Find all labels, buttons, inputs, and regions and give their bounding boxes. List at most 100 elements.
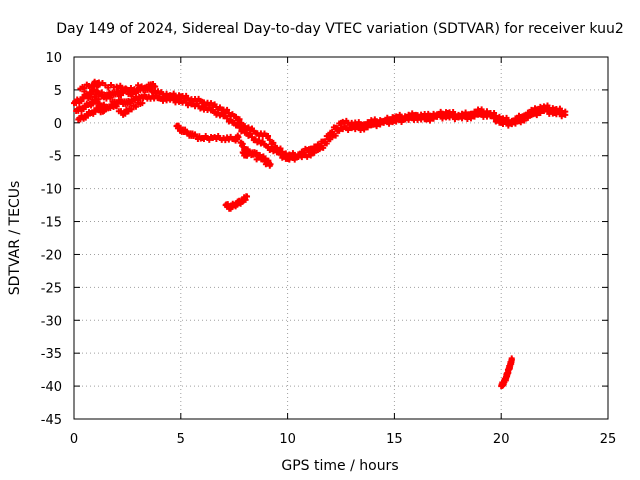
- data-point: [135, 82, 142, 89]
- data-point: [277, 145, 284, 152]
- data-point: [524, 114, 531, 121]
- y-tick-label: 5: [54, 84, 62, 99]
- data-point: [132, 103, 139, 110]
- data-point: [332, 132, 339, 139]
- data-point: [252, 136, 259, 143]
- data-point: [122, 110, 129, 117]
- data-point: [427, 117, 433, 124]
- chart-title: Day 149 of 2024, Sidereal Day-to-day VTE…: [56, 21, 624, 37]
- x-tick-label: 15: [386, 432, 403, 447]
- y-tick-label: -40: [41, 380, 62, 395]
- data-point: [327, 136, 334, 143]
- data-point: [244, 193, 251, 200]
- y-tick-label: -45: [41, 413, 62, 428]
- data-point: [277, 151, 284, 158]
- data-point: [245, 124, 252, 131]
- data-point: [140, 85, 147, 92]
- data-point: [107, 94, 114, 101]
- data-point: [533, 112, 540, 119]
- data-point: [222, 112, 229, 119]
- data-point: [249, 134, 255, 141]
- data-point: [259, 138, 266, 145]
- data-point: [386, 120, 393, 127]
- y-tick-label: -5: [49, 150, 62, 165]
- series-fragment-low: [222, 193, 251, 212]
- data-point: [377, 121, 384, 128]
- data-point: [117, 87, 124, 94]
- data-point: [268, 145, 275, 152]
- data-point: [521, 117, 528, 124]
- data-point: [266, 136, 273, 143]
- series-branch-dip: [173, 122, 242, 144]
- data-point: [236, 116, 243, 123]
- y-tick-label: -20: [41, 248, 62, 263]
- data-point: [113, 103, 120, 110]
- data-point: [224, 106, 231, 113]
- data-point: [243, 129, 250, 136]
- y-tick-label: -35: [41, 347, 62, 362]
- data-point: [81, 85, 88, 92]
- y-tick-label: -10: [41, 183, 62, 198]
- data-point: [241, 123, 248, 130]
- data-point: [291, 156, 298, 163]
- y-tick-label: 0: [54, 117, 62, 132]
- y-tick-label: -25: [41, 281, 62, 296]
- data-point: [244, 152, 251, 159]
- data-point: [83, 93, 90, 100]
- data-point: [235, 134, 242, 141]
- data-point: [256, 137, 263, 144]
- data-point: [127, 85, 134, 92]
- data-point: [286, 156, 293, 163]
- data-point: [471, 113, 478, 120]
- data-point: [439, 115, 446, 122]
- data-point: [512, 120, 519, 127]
- data-point: [489, 112, 496, 119]
- plot-frame: [73, 56, 609, 420]
- x-tick-label: 5: [177, 432, 185, 447]
- data-point: [111, 98, 118, 105]
- data-point: [320, 144, 327, 151]
- data-point: [298, 154, 305, 161]
- data-point: [247, 131, 254, 138]
- y-tick-label: 10: [45, 51, 62, 66]
- series-main-trace-lower: [73, 92, 569, 163]
- data-point: [430, 115, 437, 122]
- data-point: [95, 89, 102, 96]
- data-point: [95, 96, 102, 103]
- data-point: [307, 152, 314, 159]
- x-tick-label: 25: [600, 432, 617, 447]
- data-point: [100, 107, 107, 114]
- data-point: [96, 105, 103, 112]
- x-tick-label: 10: [279, 432, 296, 447]
- data-point: [265, 143, 272, 150]
- data-point: [491, 115, 498, 122]
- data-point: [373, 123, 380, 130]
- data-point: [232, 113, 239, 120]
- data-point: [459, 115, 466, 122]
- data-point: [272, 146, 279, 153]
- data-point: [236, 124, 243, 131]
- y-tick-label: -30: [41, 314, 62, 329]
- data-point: [311, 149, 318, 156]
- x-tick-label: 20: [493, 432, 510, 447]
- data-point: [87, 91, 94, 98]
- data-point: [398, 118, 405, 125]
- data-point: [262, 161, 269, 168]
- data-point: [265, 132, 272, 139]
- data-point: [467, 115, 474, 122]
- data-point: [364, 124, 371, 131]
- data-point: [124, 86, 131, 93]
- series-early-noise: [75, 78, 159, 123]
- data-point: [393, 118, 400, 125]
- data-point: [253, 156, 260, 163]
- data-point: [224, 115, 231, 122]
- series-fragment-deep: [498, 355, 515, 390]
- data-point: [152, 83, 159, 90]
- data-point: [234, 121, 241, 128]
- data-point: [323, 140, 330, 147]
- data-point: [494, 116, 501, 123]
- data-point: [128, 106, 135, 113]
- data-point: [270, 139, 277, 146]
- x-tick-label: 0: [70, 432, 78, 447]
